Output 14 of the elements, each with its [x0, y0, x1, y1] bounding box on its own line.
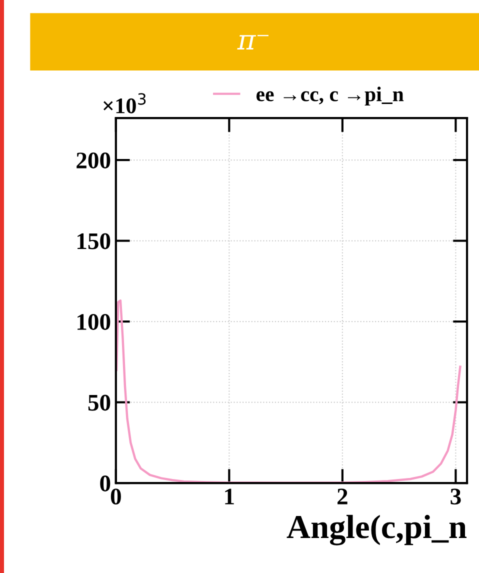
x-tick-label: 0 [110, 488, 121, 505]
x-tick-label: 1 [225, 488, 234, 504]
text: ×10$^{3}$ [104, 93, 146, 114]
y-tick-label: 50 [88, 394, 110, 411]
y-tick-label: 100 [78, 314, 110, 330]
x-axis-title: Angle(c,pi_n [286, 514, 467, 546]
legend-label: ee →cc, c →pi_n [256, 86, 404, 106]
y-tick-label: 0 [100, 476, 110, 492]
x-tick-label: 3 [450, 488, 461, 505]
y-tick-label: 150 [78, 233, 110, 250]
x-tick-label: 2 [338, 488, 348, 504]
line-series [116, 299, 462, 484]
chart-title: π⁻ [237, 34, 268, 50]
y-tick-label: 200 [76, 152, 110, 168]
